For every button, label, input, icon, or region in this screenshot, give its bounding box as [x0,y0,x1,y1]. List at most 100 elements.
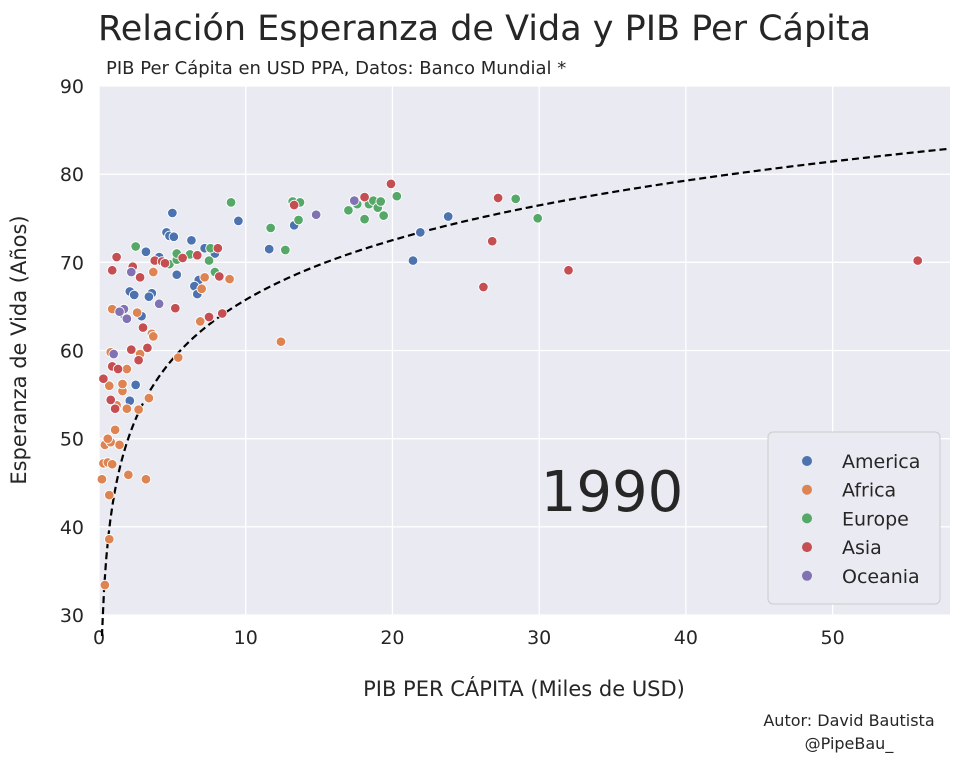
data-point-oceania [114,306,125,317]
data-point-africa [104,489,115,501]
data-point-asia [214,271,225,282]
scatter-points [96,178,923,591]
data-point-asia [126,344,137,355]
data-point-oceania [126,266,137,278]
data-point-oceania [121,313,133,325]
data-point-europe [203,255,215,266]
data-point-europe [391,190,403,202]
y-tick-label: 80 [60,164,84,186]
legend-marker-europe [802,513,812,524]
y-tick-label: 90 [60,76,84,98]
data-point-america [442,211,454,222]
data-point-america [415,227,426,238]
data-point-africa [194,316,206,327]
legend-label-europe: Europe [842,508,909,530]
data-point-africa [148,331,159,342]
data-point-america [128,289,140,301]
data-point-africa [121,403,133,414]
data-point-asia [109,403,121,414]
data-point-america [171,269,183,280]
data-point-asia [111,251,122,263]
data-point-america [233,215,244,227]
data-point-america [186,235,197,246]
legend-marker-oceania [802,570,812,581]
trend-line [100,147,951,637]
data-point-america [140,246,152,258]
data-point-america [130,379,141,391]
data-point-america [167,207,178,219]
data-point-asia [359,191,370,203]
legend-box [767,431,941,605]
data-point-asia [177,252,188,264]
legend: America Africa Europe Asia Oceania [767,431,941,605]
data-point-europe [280,244,291,256]
legend-label-america: America [842,451,920,473]
data-point-asia [288,199,300,211]
data-point-africa [143,392,155,404]
data-point-america [407,255,419,266]
data-point-asia [133,354,144,366]
y-tick-label: 40 [60,517,84,539]
data-point-africa [106,458,118,470]
legend-label-asia: Asia [842,537,882,559]
data-point-asia [106,265,118,276]
data-point-asia [486,235,498,247]
data-point-asia [212,242,224,254]
data-point-america [168,231,180,243]
data-point-asia [203,311,215,323]
data-point-europe [510,193,521,205]
year-label: 1990 [541,460,684,525]
data-point-europe [359,213,370,225]
x-tick-label: 20 [380,627,404,649]
data-point-oceania [153,298,165,310]
x-tick-label: 50 [821,627,845,649]
legend-label-africa: Africa [842,480,896,502]
data-point-europe [130,241,141,252]
data-point-africa [140,473,152,485]
data-point-europe [293,214,304,226]
grid [98,85,950,616]
legend-label-oceania: Oceania [842,566,920,588]
data-point-africa [196,283,207,295]
data-point-africa [199,272,210,283]
data-point-africa [224,273,235,285]
data-point-oceania [349,195,360,206]
data-point-africa [109,424,121,436]
data-point-asia [137,322,149,333]
data-point-africa [148,266,159,278]
data-point-america [263,243,275,255]
data-point-asia [134,272,146,283]
data-point-america [143,291,155,302]
x-axis-label: PIB PER CÁPITA (Miles de USD) [363,676,685,701]
data-point-africa [117,378,128,390]
data-point-europe [343,205,354,216]
data-point-africa [172,352,184,363]
x-tick-label: 40 [674,627,698,649]
data-point-asia [192,250,203,261]
x-tick-label: 10 [234,627,258,649]
data-point-africa [131,307,143,318]
chart-subtitle: PIB Per Cápita en USD PPA, Datos: Banco … [106,58,566,79]
data-point-africa [104,533,115,545]
legend-marker-africa [802,484,812,495]
author-credit: Autor: David Bautista [763,711,934,730]
data-point-asia [216,308,228,319]
chart-title: Relación Esperanza de Vida y PIB Per Cáp… [98,9,871,49]
data-point-asia [912,255,923,266]
y-tick-label: 50 [60,429,84,451]
y-tick-label: 30 [60,605,84,627]
data-point-africa [102,433,114,444]
data-point-africa [114,439,125,451]
data-point-oceania [108,348,119,360]
data-point-africa [96,473,108,485]
x-tick-label: 30 [527,627,551,649]
data-point-asia [385,178,397,190]
data-point-europe [265,222,276,234]
data-point-europe [225,197,237,208]
data-point-asia [98,373,109,384]
y-tick-label: 60 [60,341,84,363]
data-point-oceania [310,209,322,220]
data-point-europe [532,212,543,224]
data-point-asia [159,257,171,269]
